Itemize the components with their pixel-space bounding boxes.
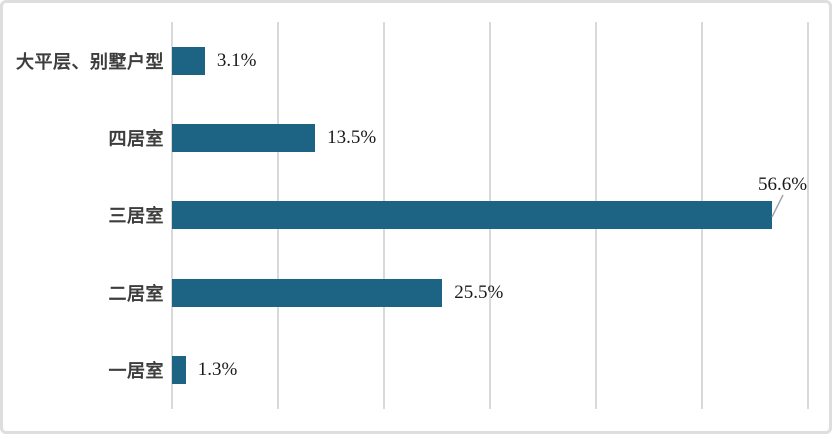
gridline-60-percent xyxy=(807,22,809,409)
value-label: 56.6% xyxy=(757,173,808,195)
bar-track: 13.5% xyxy=(172,99,832,176)
value-label: 25.5% xyxy=(454,281,504,303)
category-label: 四居室 xyxy=(108,129,164,150)
bar xyxy=(172,201,772,230)
bar xyxy=(172,46,205,75)
bar-track: 3.1% xyxy=(172,22,832,99)
chart-row: 三居室 56.6% xyxy=(0,173,832,254)
bar xyxy=(172,356,186,385)
chart-row: 一居室 1.3% xyxy=(0,332,832,409)
category-label: 一居室 xyxy=(108,361,164,382)
value-label: 3.1% xyxy=(216,49,257,71)
chart-row: 二居室 25.5% xyxy=(0,254,832,331)
bar-track: 1.3% xyxy=(172,332,832,409)
bar xyxy=(172,124,316,153)
chart-row: 四居室 13.5% xyxy=(0,99,832,176)
callout-leader-line xyxy=(771,194,784,218)
value-label: 1.3% xyxy=(197,359,238,381)
bar-track: 25.5% xyxy=(172,254,832,331)
value-label: 13.5% xyxy=(327,127,377,149)
category-label: 三居室 xyxy=(108,206,164,227)
category-label: 大平层、别墅户型 xyxy=(16,51,164,72)
bar xyxy=(172,278,443,307)
bar-track: 56.6% xyxy=(172,173,832,254)
chart-row: 大平层、别墅户型 3.1% xyxy=(0,22,832,99)
category-label: 二居室 xyxy=(108,283,164,304)
